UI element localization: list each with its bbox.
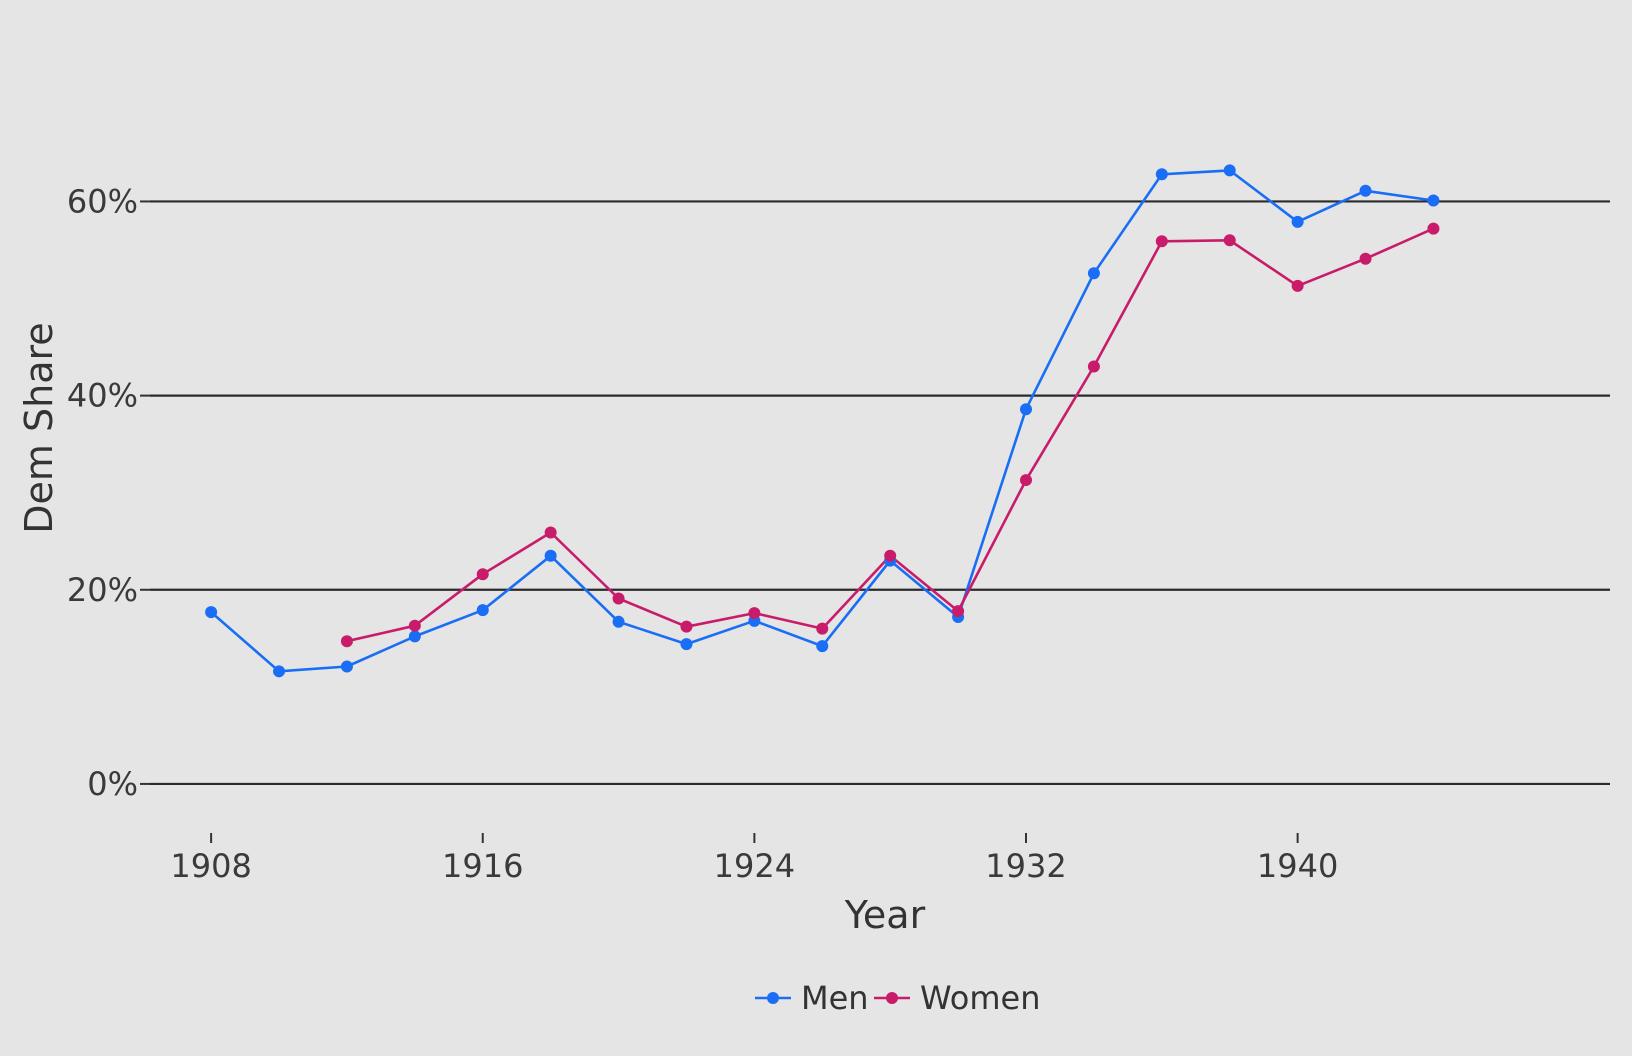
point-women-1912 xyxy=(340,635,353,648)
point-men-1918 xyxy=(544,549,557,562)
x-axis-title: Year xyxy=(844,893,926,937)
legend-label-women: Women xyxy=(920,979,1040,1017)
x-axis-ticks: 1908 1916 1924 1932 1940 xyxy=(170,833,1338,885)
point-men-1936 xyxy=(1155,168,1168,181)
point-men-1944 xyxy=(1427,194,1440,207)
point-women-1930 xyxy=(952,605,965,618)
point-women-1942 xyxy=(1359,252,1372,265)
point-men-1926 xyxy=(816,640,829,653)
point-women-1938 xyxy=(1223,234,1236,247)
point-men-1938 xyxy=(1223,164,1236,177)
point-men-1910 xyxy=(273,665,286,678)
point-women-1934 xyxy=(1087,360,1100,373)
y-axis-ticks: 0% 20% 40% 60% xyxy=(67,182,150,803)
point-women-1918 xyxy=(544,526,557,539)
point-women-1920 xyxy=(612,592,625,605)
x-tick-label-1: 1916 xyxy=(442,847,523,885)
point-men-1914 xyxy=(408,630,421,643)
point-women-1936 xyxy=(1155,235,1168,248)
point-men-1920 xyxy=(612,615,625,628)
point-men-1940 xyxy=(1291,215,1304,228)
legend-label-men: Men xyxy=(801,979,869,1017)
point-men-1942 xyxy=(1359,184,1372,197)
point-women-1940 xyxy=(1291,279,1304,292)
point-men-1922 xyxy=(680,638,693,651)
legend-item-men: Men xyxy=(755,979,869,1017)
series-line-men xyxy=(210,169,1434,673)
point-women-1932 xyxy=(1020,474,1032,487)
y-tick-label-3: 60% xyxy=(67,182,138,220)
point-women-1916 xyxy=(476,568,489,581)
point-women-1928 xyxy=(884,549,897,562)
gridlines xyxy=(150,200,1610,786)
y-tick-label-2: 40% xyxy=(67,377,138,415)
y-axis-title: Dem Share xyxy=(17,322,61,533)
point-men-1932 xyxy=(1020,403,1032,416)
legend-key-point-men xyxy=(767,992,779,1004)
x-tick-label-2: 1924 xyxy=(714,847,795,885)
legend-key-point-women xyxy=(886,992,898,1004)
series-points xyxy=(205,164,1440,678)
point-women-1924 xyxy=(748,607,761,620)
point-men-1916 xyxy=(476,604,489,617)
point-women-1944 xyxy=(1427,222,1440,235)
legend: Men Women xyxy=(755,979,1040,1017)
x-tick-label-0: 1908 xyxy=(170,847,251,885)
point-men-1912 xyxy=(340,660,353,673)
y-tick-label-0: 0% xyxy=(87,765,138,803)
series-line-women xyxy=(346,227,1434,643)
x-tick-label-4: 1940 xyxy=(1257,847,1338,885)
point-women-1914 xyxy=(408,619,421,632)
point-men-1934 xyxy=(1087,267,1100,280)
point-men-1908 xyxy=(205,606,218,619)
legend-item-women: Women xyxy=(874,979,1040,1017)
point-women-1922 xyxy=(680,620,693,633)
series-lines xyxy=(210,169,1434,673)
point-women-1926 xyxy=(816,622,829,635)
y-tick-label-1: 20% xyxy=(67,571,138,609)
x-tick-label-3: 1932 xyxy=(985,847,1066,885)
